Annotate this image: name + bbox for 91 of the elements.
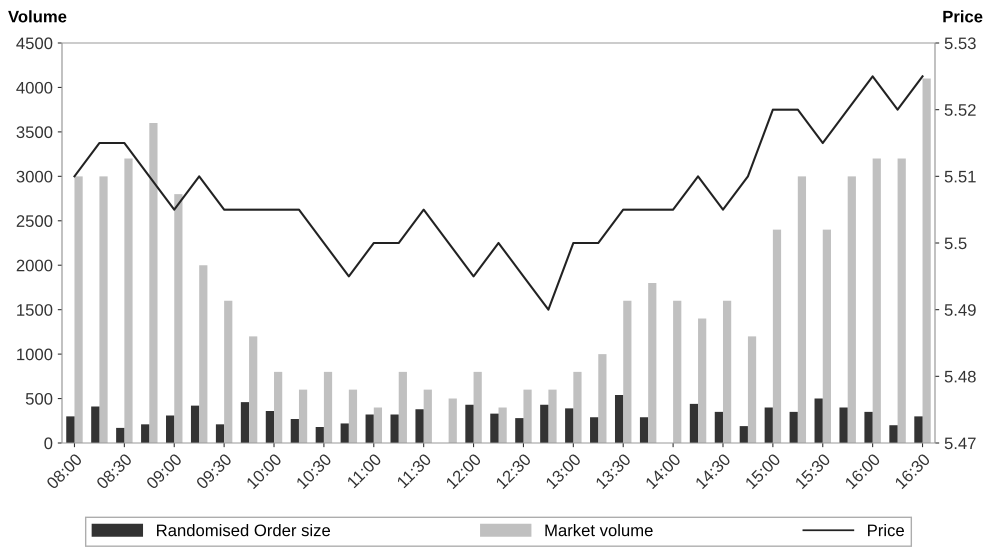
y2-tick-label: 5.52 (944, 104, 976, 116)
bar (565, 408, 574, 443)
y2-tick-label: 5.48 (944, 370, 976, 383)
bar (366, 414, 374, 443)
bar (141, 424, 150, 443)
y-tick-label: 1000 (17, 348, 52, 360)
bar (316, 427, 324, 443)
bar (790, 412, 798, 443)
bar (898, 158, 906, 443)
bar (690, 404, 698, 443)
bar (474, 372, 482, 443)
bar (490, 414, 498, 443)
bar (814, 398, 823, 443)
bar (540, 404, 548, 443)
bar (240, 402, 250, 443)
bar (116, 428, 124, 443)
y2-tick-label: 5.5 (944, 238, 966, 250)
y-tick-label: 1500 (17, 304, 52, 316)
bar (99, 176, 108, 443)
bar (722, 300, 732, 443)
bar (673, 300, 682, 443)
bar (290, 419, 299, 443)
y2-tick-label: 5.49 (944, 304, 976, 316)
bar (748, 336, 756, 443)
bar (640, 417, 648, 443)
bar (548, 390, 557, 443)
bar (166, 415, 174, 443)
bar (872, 158, 881, 443)
bar (424, 390, 432, 443)
bar (848, 176, 856, 443)
bar (374, 407, 382, 443)
bar (340, 423, 349, 443)
y-tick-label: 4500 (16, 37, 52, 50)
bar (465, 404, 474, 443)
bar (590, 417, 598, 443)
y-tick-label: 2500 (16, 215, 52, 227)
bar (740, 426, 748, 443)
bar (864, 412, 873, 443)
y2-tick-label: 5.47 (944, 438, 976, 450)
bar (190, 406, 200, 443)
legend-label: Price (868, 524, 904, 536)
y2-axis-title: Price (943, 10, 982, 22)
bar (324, 372, 332, 443)
y-axis-title: Volume (8, 10, 66, 22)
bar (124, 158, 133, 443)
bar (798, 176, 806, 443)
bar (398, 372, 407, 443)
y2-tick-label: 5.53 (944, 37, 976, 50)
bar (515, 418, 524, 443)
bar (390, 414, 399, 443)
legend-label: Randomised Order size (157, 524, 330, 536)
bar (266, 411, 274, 443)
bar (66, 416, 74, 443)
bar (648, 283, 656, 443)
bar (224, 300, 232, 443)
bar (216, 424, 224, 443)
bar (623, 300, 632, 443)
bar (274, 372, 282, 443)
bar (772, 230, 782, 443)
bar (914, 416, 923, 443)
bar (573, 372, 582, 443)
bar (448, 398, 457, 443)
y-tick-label: 3500 (16, 126, 52, 138)
bar (199, 265, 208, 443)
bar (822, 230, 831, 443)
y-tick-label: 2000 (16, 260, 52, 272)
bar (922, 78, 931, 443)
bar (698, 318, 706, 443)
bar (714, 412, 723, 443)
bar (415, 409, 424, 443)
y-tick-label: 4000 (16, 82, 52, 94)
bar (348, 390, 358, 443)
bar (889, 425, 898, 443)
bar (598, 354, 607, 443)
bar (249, 336, 258, 443)
bar (149, 123, 158, 443)
bar (498, 407, 507, 443)
legend-label: Market volume (545, 524, 653, 536)
bar (764, 407, 773, 443)
y2-tick-label: 5.51 (944, 170, 976, 183)
line-series (73, 75, 924, 311)
bar (91, 406, 100, 443)
bar (614, 395, 624, 443)
bar (174, 194, 182, 443)
bar (298, 390, 308, 443)
y-tick-label: 500 (26, 392, 52, 405)
y-tick-label: 0 (44, 437, 52, 450)
bar (74, 176, 83, 443)
y-tick-label: 3000 (16, 170, 52, 183)
bar (839, 407, 848, 443)
bar (523, 390, 532, 443)
